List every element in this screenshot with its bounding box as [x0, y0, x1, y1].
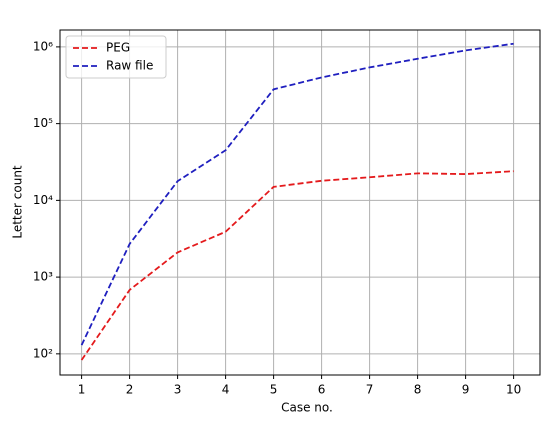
- y-tick-label: 10⁴: [33, 193, 53, 207]
- x-tick-label: 5: [270, 383, 278, 397]
- y-tick-label: 10⁵: [33, 116, 53, 130]
- plot-frame: [59, 29, 541, 376]
- x-tick-label: 3: [174, 383, 182, 397]
- legend-label: PEG: [106, 41, 130, 55]
- x-tick-label: 6: [318, 383, 326, 397]
- x-tick-label: 9: [462, 383, 470, 397]
- y-tick-label: 10⁶: [33, 39, 53, 53]
- series-line: [80, 42, 514, 346]
- y-axis-label: Letter count: [11, 165, 25, 239]
- x-tick-label: 4: [222, 383, 230, 397]
- legend-label: Raw file: [106, 59, 153, 73]
- x-axis-label: Case no.: [281, 401, 333, 415]
- x-tick-label: 2: [126, 383, 134, 397]
- x-tick-label: 8: [414, 383, 422, 397]
- x-tick-label: 1: [78, 383, 86, 397]
- x-tick-label: 10: [506, 383, 521, 397]
- x-tick-label: 7: [366, 383, 374, 397]
- legend-box: [65, 35, 167, 79]
- y-tick-label: 10³: [33, 270, 53, 284]
- series-line: [80, 170, 514, 361]
- y-tick-label: 10²: [33, 346, 53, 360]
